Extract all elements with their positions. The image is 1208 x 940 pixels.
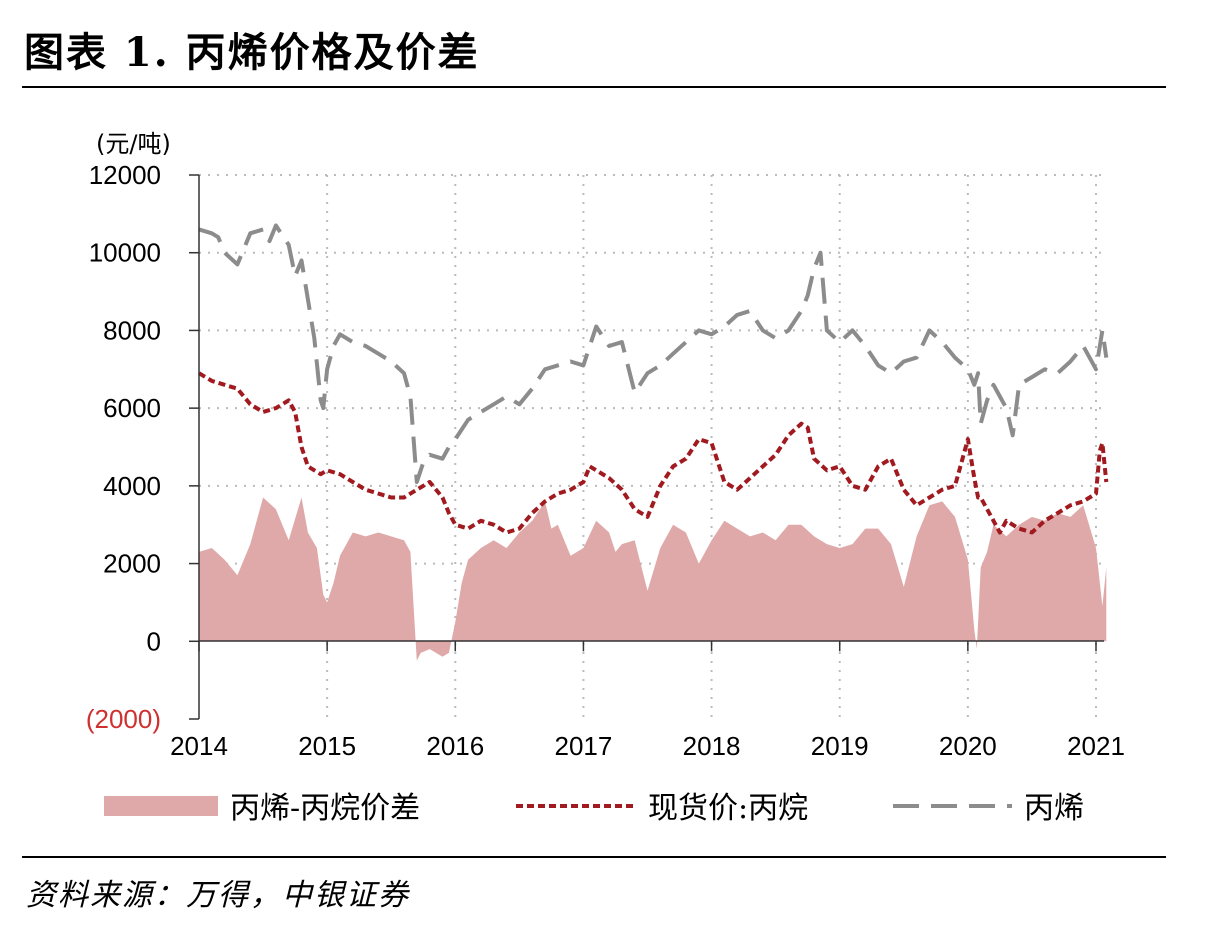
- y-tick-label: 0: [147, 626, 161, 656]
- series-propylene-line: [198, 223, 1109, 484]
- x-tick-label: 2014: [170, 731, 228, 761]
- x-tick-label: 2019: [811, 731, 869, 761]
- top-rule: [22, 86, 1166, 88]
- series-propane-line: [197, 371, 1109, 535]
- source-note: 资料来源：万得，中银证券: [26, 878, 410, 913]
- y-tick-label: 10000: [89, 238, 161, 268]
- series-spread-area: [199, 497, 1107, 661]
- legend-label-spread: 丙烯-丙烷价差: [230, 791, 420, 826]
- legend-label-propane: 现货价:丙烷: [648, 791, 808, 826]
- bottom-rule: [22, 856, 1166, 858]
- y-tick-label: 6000: [103, 393, 161, 423]
- x-tick-label: 2017: [555, 731, 613, 761]
- y-unit-label: (元/吨): [96, 130, 171, 158]
- x-tick-label: 2020: [939, 731, 997, 761]
- x-tick-label: 2016: [426, 731, 484, 761]
- series-layer: [197, 223, 1109, 661]
- y-tick-label: 8000: [103, 315, 161, 345]
- x-tick-label: 2015: [298, 731, 356, 761]
- y-tick-label: 2000: [103, 549, 161, 579]
- chart-title: 图表 1. 丙烯价格及价差: [24, 29, 480, 76]
- legend-label-propylene: 丙烯: [1024, 791, 1084, 826]
- x-tick-label: 2021: [1067, 731, 1125, 761]
- x-tick-label: 2018: [683, 731, 741, 761]
- y-tick-label: (2000): [86, 704, 161, 734]
- y-tick-label: 4000: [103, 471, 161, 501]
- legend-swatch-spread: [104, 796, 218, 816]
- tick-labels: 12000 10000 8000 6000 4000 2000 0 (2000) 2014 201…: [86, 160, 1125, 761]
- y-tick-label: 12000: [89, 160, 161, 190]
- axes: [198, 175, 1104, 719]
- legend: 丙烯-丙烷价差 现货价:丙烷 丙烯: [104, 791, 1084, 826]
